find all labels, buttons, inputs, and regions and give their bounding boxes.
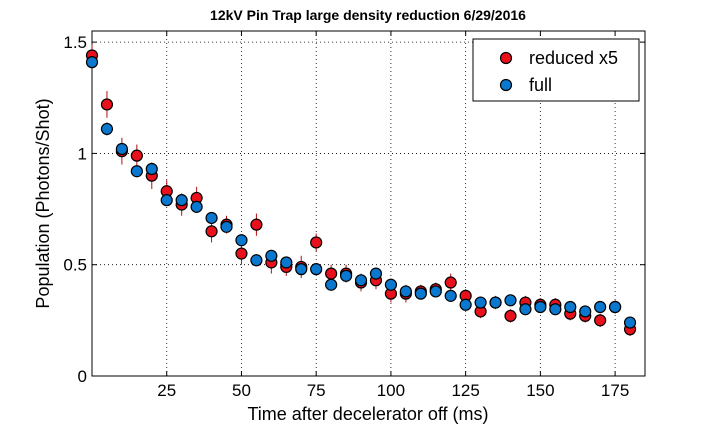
data-point-full [310,263,323,276]
data-point-reduced-x5 [504,309,517,323]
data-point-full [474,296,487,309]
y-tick-label: 1 [78,144,87,163]
data-point-full [220,220,233,233]
data-point-full [115,142,128,156]
data-point-full [399,285,412,298]
legend-box [472,38,640,102]
data-point-full [564,300,577,314]
legend: reduced x5 full [472,38,640,102]
data-point-full [250,254,263,267]
y-axis-label: Population (Photons/Shot) [33,98,53,308]
axis-tick-labels: 25 50 75 100 125 150 175 0 0.5 1 1.5 [63,33,629,400]
data-point-full [579,305,592,318]
data-point-full [609,300,622,314]
plot-frame [91,30,646,377]
x-tick-label: 25 [157,381,176,400]
data-point-full [100,122,114,136]
legend-marker-reduced-x5 [499,51,513,65]
data-point-full [519,303,532,316]
data-point-full [190,200,203,213]
data-point-full [339,269,353,282]
data-point-full [369,267,383,280]
data-point-full [594,300,607,314]
data-point-full [414,287,427,300]
data-point-full [504,294,517,307]
data-point-reduced-x5 [310,236,323,249]
data-point-reduced-x5 [444,276,457,289]
data-point-full [384,278,398,291]
axis-ticks [92,31,645,377]
data-point-full [623,316,637,329]
data-point-full [160,194,173,207]
data-point-full [85,56,99,69]
data-point-full [354,274,368,287]
legend-marker-full [499,78,513,92]
data-point-full [549,303,562,316]
data-point-full [175,194,188,207]
y-tick-label: 1.5 [63,33,87,52]
data-point-full [459,298,472,311]
data-point-full [130,165,143,178]
data-point-full [280,256,293,269]
chart-title: 12kV Pin Trap large density reduction 6/… [210,7,526,23]
data-point-full [534,300,547,314]
data-point-reduced-x5 [235,247,248,260]
data-point-full [235,234,248,247]
data-point-full [325,278,338,291]
data-point-full [444,289,457,302]
x-tick-label: 125 [451,381,479,400]
data-point-reduced-x5 [100,98,114,111]
x-tick-label: 100 [377,381,405,400]
legend-label-reduced-x5: reduced x5 [529,48,618,68]
x-tick-label: 175 [601,381,629,400]
x-axis-label: Time after decelerator off (ms) [247,404,488,424]
data-point-full [489,296,502,309]
x-tick-label: 150 [526,381,554,400]
data-point-full [145,162,158,176]
data-point-reduced-x5 [130,149,143,162]
x-tick-label: 50 [232,381,251,400]
x-tick-label: 75 [307,381,326,400]
legend-label-full: full [529,75,552,95]
data-marks [85,44,637,336]
data-point-full [205,211,218,225]
data-point-full [429,285,442,298]
data-point-reduced-x5 [205,225,218,238]
y-tick-label: 0.5 [63,256,87,275]
data-point-reduced-x5 [250,218,263,231]
data-point-full [265,249,278,262]
series-full [85,56,637,329]
data-point-reduced-x5 [594,314,607,327]
y-tick-label: 0 [78,367,87,386]
data-point-reduced-x5 [325,267,338,280]
data-point-full [295,263,308,276]
